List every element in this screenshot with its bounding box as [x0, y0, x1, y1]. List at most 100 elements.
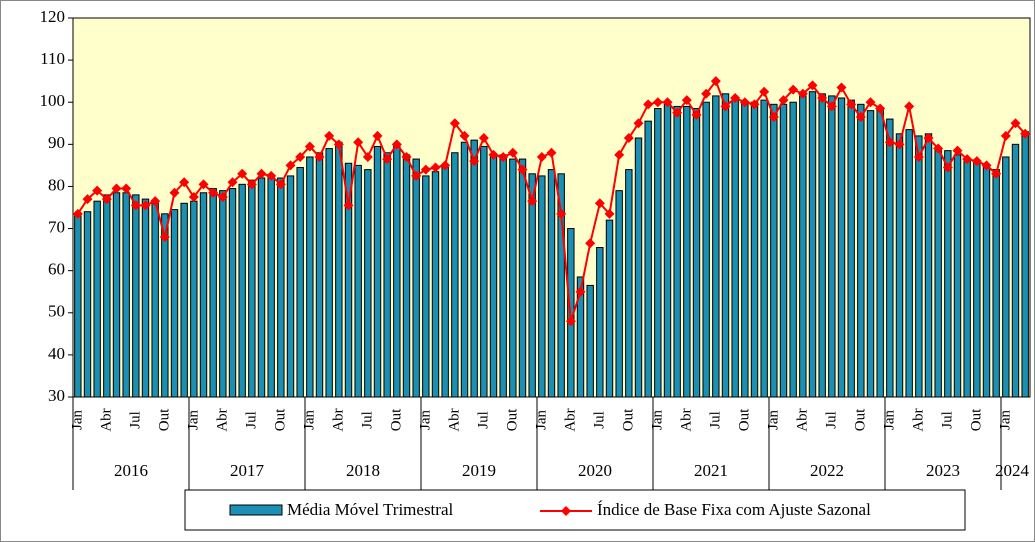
x-tick-label: Abr [562, 408, 578, 431]
year-label: 2020 [578, 461, 612, 480]
bar [895, 133, 904, 398]
bar [286, 175, 295, 398]
x-tick-label: Abr [214, 408, 230, 431]
x-tick-label: Jan [881, 410, 897, 430]
bar [634, 137, 643, 398]
bar [74, 215, 82, 398]
bar [828, 95, 836, 398]
bar [934, 148, 942, 398]
bar [267, 177, 275, 398]
bar [122, 192, 130, 398]
bar [248, 179, 256, 398]
x-tick-label: Abr [98, 408, 114, 431]
bar [924, 133, 933, 398]
bar [431, 171, 440, 398]
x-tick-label: Jul [127, 411, 143, 429]
bar [982, 164, 991, 398]
bar [190, 200, 198, 398]
marker [353, 137, 364, 148]
marker [121, 183, 132, 194]
marker [1010, 118, 1021, 129]
marker [420, 164, 431, 175]
bar [306, 156, 314, 398]
marker [836, 82, 847, 93]
marker [710, 76, 721, 87]
marker [372, 130, 383, 141]
marker [981, 160, 992, 171]
bar [702, 101, 710, 398]
bar [1002, 156, 1010, 398]
marker [768, 111, 779, 122]
marker [846, 99, 857, 110]
bar [605, 219, 614, 398]
bar [557, 173, 565, 398]
marker [962, 154, 973, 165]
x-tick-label: Jul [591, 411, 607, 429]
marker [652, 97, 663, 108]
bar [1021, 131, 1029, 398]
x-tick-label: Jan [185, 410, 201, 430]
marker [933, 143, 944, 154]
marker [285, 160, 296, 171]
marker [527, 196, 538, 207]
bar [1011, 143, 1020, 398]
year-label: 2019 [462, 461, 496, 480]
bar [199, 192, 208, 398]
bar [625, 169, 633, 398]
bar [866, 110, 875, 398]
bar [112, 192, 121, 398]
marker [72, 208, 83, 219]
bar [489, 156, 498, 398]
bar [315, 152, 324, 398]
y-tick-label: 50 [48, 302, 65, 321]
x-tick-label: Jan [417, 410, 433, 430]
bar [373, 145, 382, 398]
year-label: 2016 [114, 461, 148, 480]
bar [538, 175, 546, 398]
marker [179, 177, 190, 188]
marker [778, 95, 789, 106]
marker [691, 109, 702, 120]
marker [295, 151, 306, 162]
marker [875, 103, 886, 114]
legend-swatch [561, 506, 571, 516]
x-tick-label: Abr [794, 408, 810, 431]
bar [808, 91, 817, 398]
bar [499, 154, 507, 398]
marker [159, 231, 170, 242]
year-label: 2018 [346, 461, 380, 480]
bar [644, 120, 652, 398]
bar [547, 169, 556, 398]
marker [913, 151, 924, 162]
marker [517, 164, 528, 175]
marker [662, 97, 673, 108]
marker [643, 99, 654, 110]
x-tick-label: Jan [69, 410, 85, 430]
marker [478, 133, 489, 144]
marker [826, 101, 837, 112]
marker [1000, 130, 1011, 141]
marker [101, 194, 112, 205]
bar [402, 154, 411, 398]
year-label: 2017 [230, 461, 265, 480]
marker [430, 162, 441, 173]
bar [141, 198, 150, 398]
marker [140, 200, 151, 211]
bar [257, 177, 266, 398]
marker [150, 196, 161, 207]
x-tick-label: Jul [359, 411, 375, 429]
marker [672, 107, 683, 118]
marker [401, 151, 412, 162]
bar [460, 141, 469, 398]
bar [209, 188, 217, 398]
marker [198, 179, 209, 190]
marker [246, 179, 257, 190]
x-tick-label: Out [968, 408, 984, 431]
marker [449, 118, 460, 129]
marker [942, 162, 953, 173]
bar [83, 211, 92, 398]
x-tick-label: Jul [707, 411, 723, 429]
bar [451, 152, 459, 398]
y-tick-label: 60 [48, 260, 65, 279]
bar [228, 188, 237, 398]
